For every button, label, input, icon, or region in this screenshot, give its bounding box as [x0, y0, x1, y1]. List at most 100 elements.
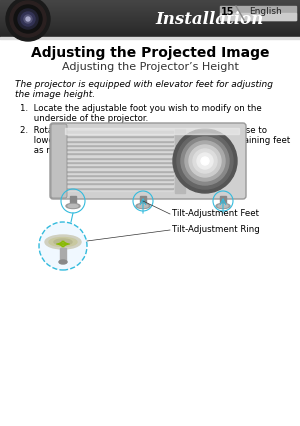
Circle shape	[39, 222, 87, 270]
Bar	[0, 1, 300, 2]
Bar	[58, 189, 173, 191]
Circle shape	[6, 0, 50, 41]
Bar	[58, 174, 173, 176]
Bar	[0, 37, 300, 39]
Bar	[0, 30, 300, 31]
Bar	[0, 29, 300, 30]
Bar	[58, 131, 173, 133]
Bar	[0, 23, 300, 24]
Circle shape	[201, 157, 209, 165]
Bar	[0, 17, 300, 18]
Text: English: English	[250, 8, 282, 17]
Bar	[58, 170, 173, 172]
Bar	[58, 158, 173, 161]
Text: as needed.: as needed.	[20, 146, 82, 155]
Bar	[58, 180, 173, 182]
Bar	[175, 129, 185, 193]
Ellipse shape	[68, 204, 78, 207]
Circle shape	[18, 9, 38, 29]
Ellipse shape	[136, 204, 150, 208]
Bar	[0, 3, 300, 4]
Bar	[58, 137, 173, 140]
Bar	[0, 35, 300, 36]
Bar	[58, 150, 173, 153]
Text: 15: 15	[221, 7, 235, 17]
Bar	[0, 25, 300, 26]
Bar	[65, 128, 239, 134]
Bar	[0, 14, 300, 15]
Ellipse shape	[49, 238, 77, 247]
Bar	[0, 16, 300, 17]
Bar	[58, 148, 173, 150]
Bar	[0, 12, 300, 13]
Bar	[0, 11, 300, 12]
Bar	[0, 20, 300, 21]
Bar	[58, 172, 173, 174]
Bar	[0, 24, 300, 25]
Bar	[0, 18, 300, 19]
Bar	[0, 26, 300, 27]
Circle shape	[21, 12, 35, 26]
Bar	[58, 154, 173, 157]
FancyBboxPatch shape	[51, 124, 67, 198]
Bar	[0, 15, 300, 16]
Circle shape	[193, 149, 217, 173]
Ellipse shape	[59, 260, 67, 264]
Bar	[58, 167, 173, 170]
Bar	[220, 6, 296, 20]
Circle shape	[177, 133, 233, 189]
Bar	[58, 141, 173, 144]
Text: the image height.: the image height.	[15, 90, 95, 99]
Text: Installation: Installation	[156, 11, 264, 28]
Bar	[0, 7, 300, 8]
Bar	[0, 33, 300, 34]
Bar	[140, 196, 146, 206]
Bar	[58, 144, 173, 146]
Text: 2.  Rotate the adjustable rings clockwise/anticlockwise to: 2. Rotate the adjustable rings clockwise…	[20, 126, 267, 135]
Bar	[58, 157, 173, 158]
Bar	[0, 22, 300, 23]
Bar	[58, 184, 173, 187]
Circle shape	[26, 17, 30, 21]
Bar	[0, 8, 300, 9]
Bar	[0, 34, 300, 35]
Bar	[0, 36, 300, 37]
Text: The projector is equipped with elevator feet for adjusting: The projector is equipped with elevator …	[15, 80, 273, 89]
Text: Tilt-Adjustment Ring: Tilt-Adjustment Ring	[172, 225, 260, 234]
Ellipse shape	[66, 204, 80, 208]
Circle shape	[173, 129, 237, 193]
Bar	[0, 2, 300, 3]
Text: 1.  Locate the adjustable foot you wish to modify on the: 1. Locate the adjustable foot you wish t…	[20, 104, 262, 113]
Bar	[0, 4, 300, 5]
Ellipse shape	[138, 204, 148, 207]
Bar	[0, 27, 300, 28]
Bar	[0, 32, 300, 33]
Text: Adjusting the Projected Image: Adjusting the Projected Image	[31, 46, 269, 60]
Ellipse shape	[216, 204, 230, 208]
Circle shape	[197, 153, 213, 169]
Bar	[0, 21, 300, 22]
Ellipse shape	[54, 239, 72, 245]
Bar	[0, 10, 300, 11]
Bar	[60, 248, 66, 262]
Bar	[0, 28, 300, 29]
Bar	[70, 196, 76, 206]
Bar	[58, 176, 173, 178]
Bar	[58, 187, 173, 189]
Bar	[58, 163, 173, 165]
Bar	[0, 13, 300, 14]
Circle shape	[24, 15, 32, 23]
Bar	[0, 19, 300, 20]
Bar	[58, 146, 173, 148]
Bar	[58, 182, 173, 184]
Circle shape	[181, 137, 229, 185]
Bar	[0, 6, 300, 7]
Bar	[58, 178, 173, 180]
Bar	[58, 140, 173, 141]
Bar	[58, 153, 173, 154]
Ellipse shape	[218, 204, 228, 207]
Text: lower or raise the projector. Repeat with the remaining feet: lower or raise the projector. Repeat wit…	[20, 136, 290, 145]
Circle shape	[189, 145, 221, 177]
FancyBboxPatch shape	[50, 123, 246, 199]
Bar	[58, 135, 173, 137]
